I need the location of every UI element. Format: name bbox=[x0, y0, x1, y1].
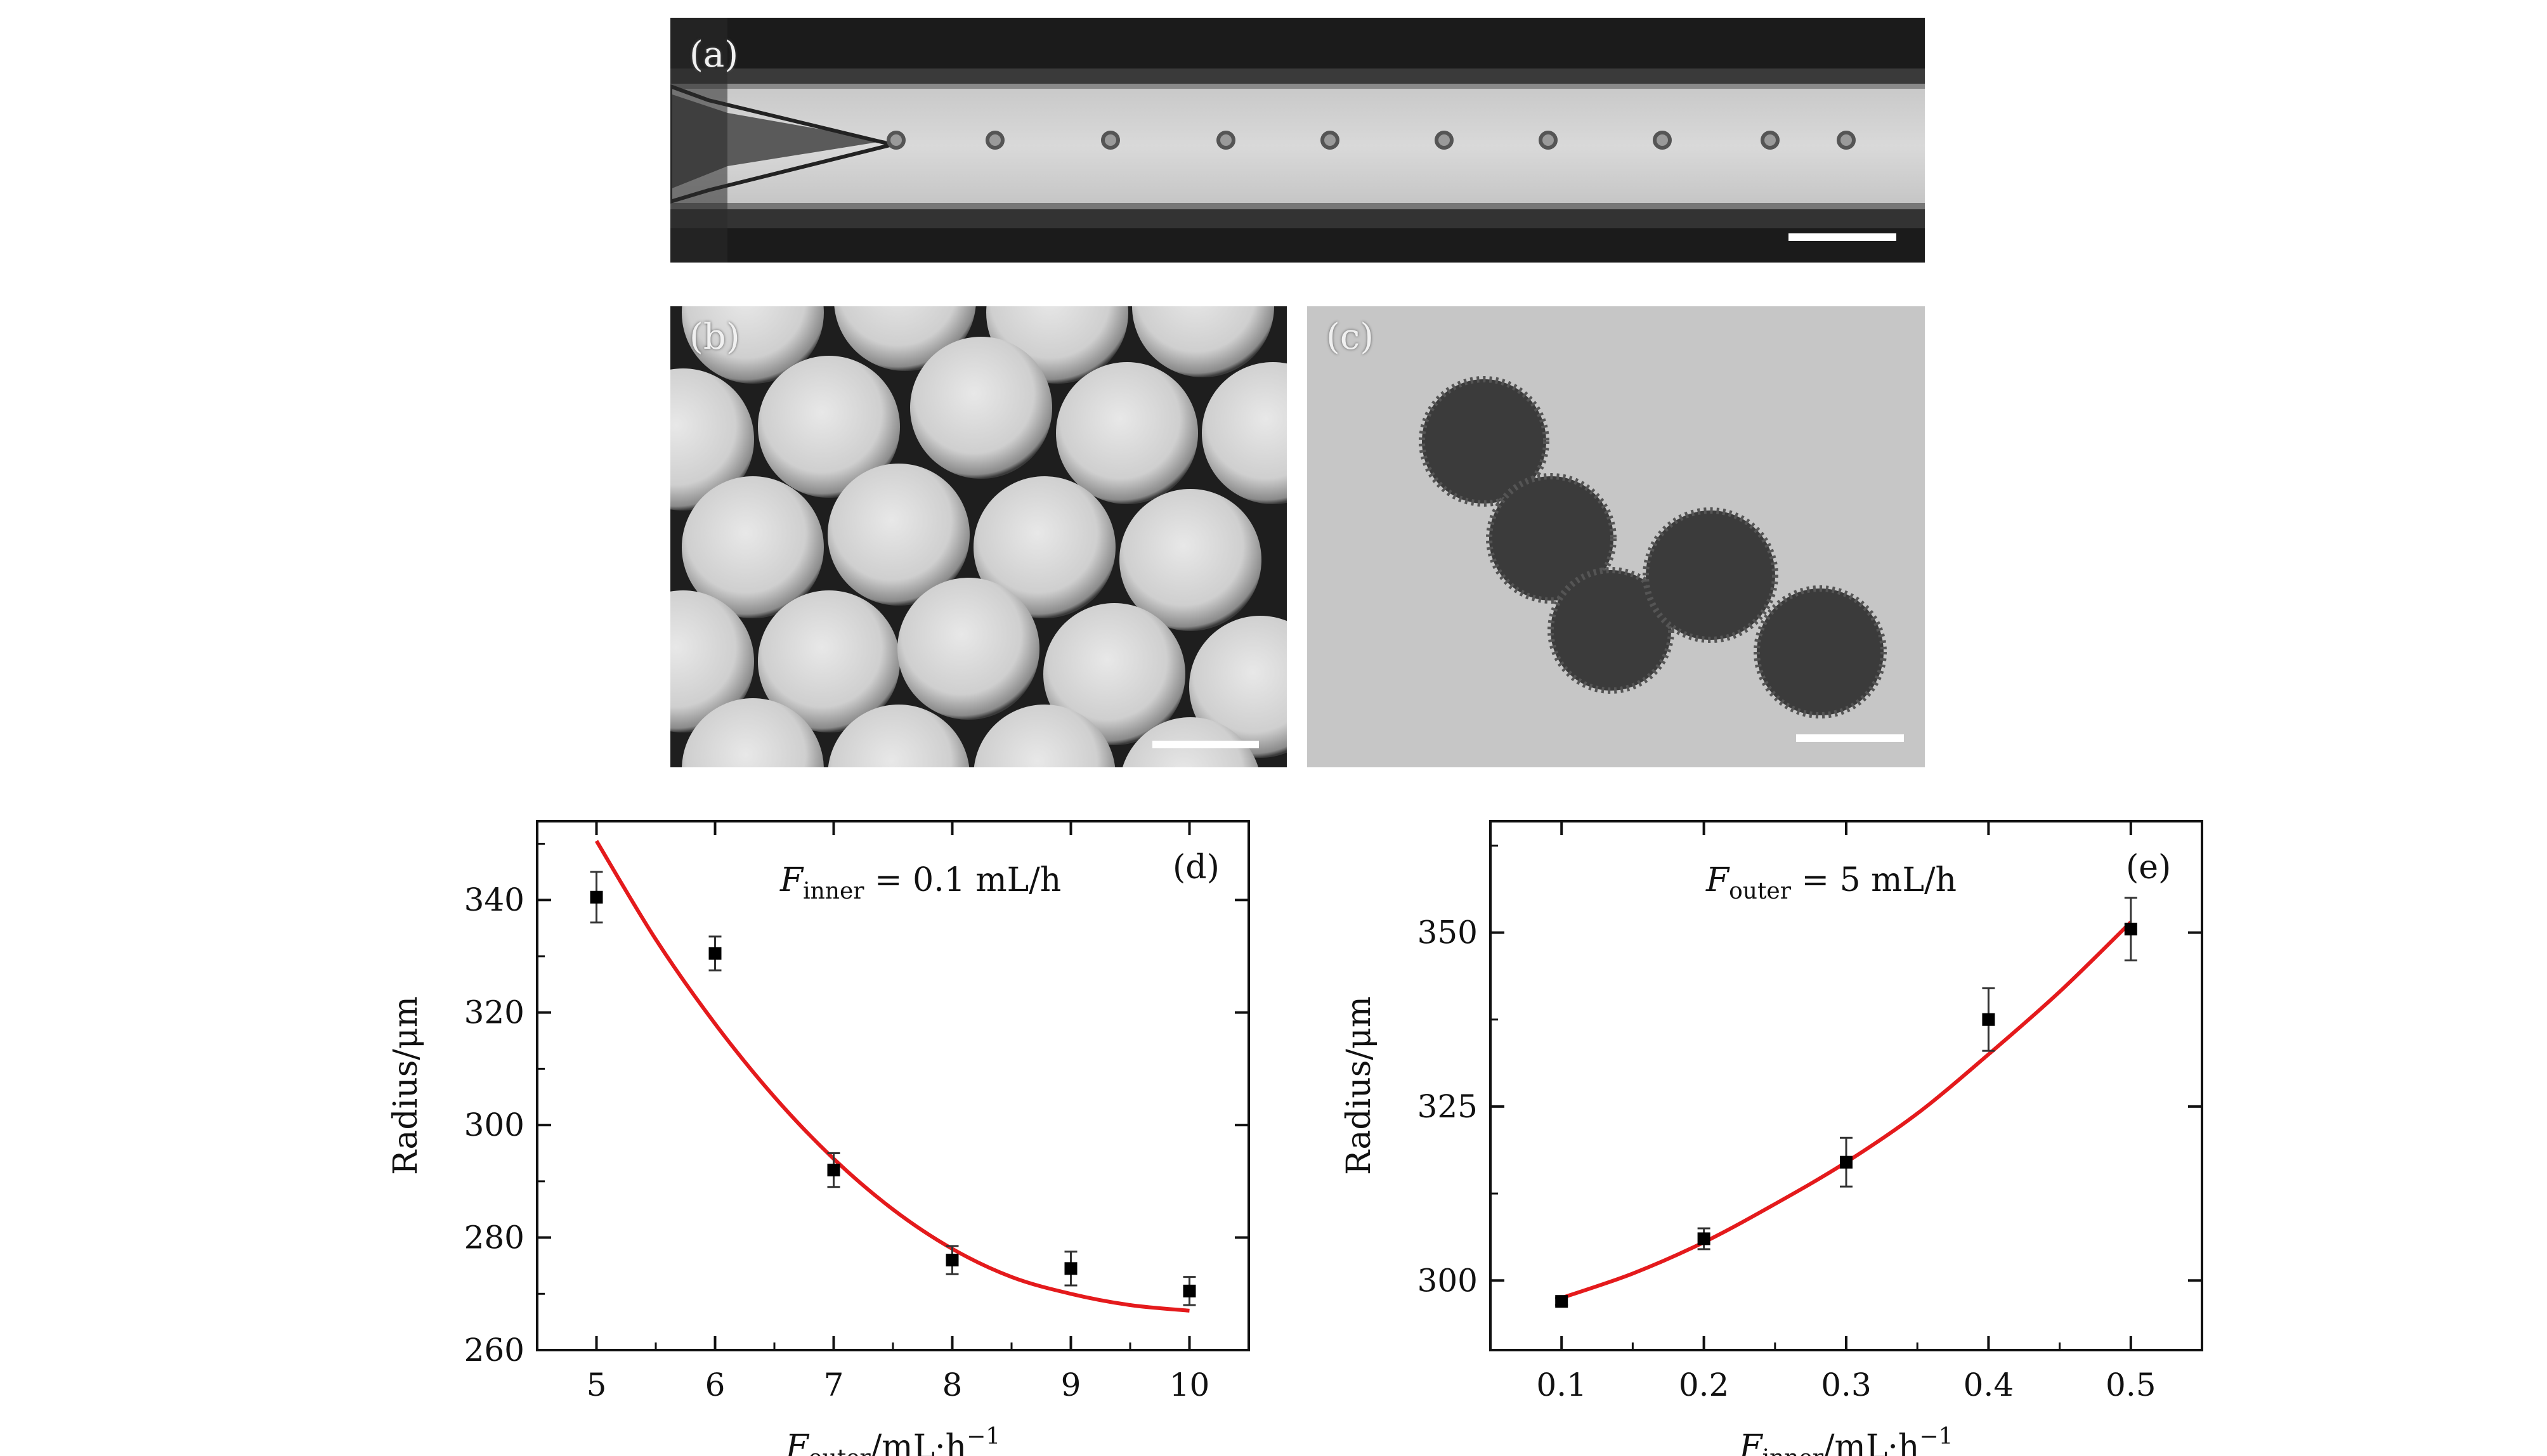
panel-a-micrograph: (a) bbox=[670, 18, 1925, 263]
data-point bbox=[1840, 1155, 1853, 1169]
data-point bbox=[1183, 1284, 1196, 1297]
x-tick-label: 5 bbox=[587, 1367, 607, 1403]
data-point bbox=[2124, 923, 2137, 936]
fit-curve bbox=[1561, 920, 2132, 1300]
x-axis-label: Fouter/mL·h−1 bbox=[785, 1424, 1000, 1456]
y-tick-label: 325 bbox=[1417, 1088, 1478, 1125]
y-tick-label: 300 bbox=[464, 1107, 524, 1143]
y-axis-label: Radius/μm bbox=[387, 996, 425, 1175]
data-point bbox=[1982, 1013, 1995, 1026]
y-tick-label: 280 bbox=[464, 1219, 524, 1256]
x-tick-label: 7 bbox=[824, 1367, 844, 1403]
panel-label-a: (a) bbox=[689, 34, 739, 75]
panel-label: (e) bbox=[2126, 848, 2171, 887]
data-point bbox=[590, 890, 603, 904]
flow-annotation: Finner = 0.1 mL/h bbox=[779, 861, 1061, 904]
panel-b-micrograph: (b) bbox=[670, 306, 1287, 767]
x-tick-label: 8 bbox=[942, 1367, 963, 1403]
plot-frame bbox=[1489, 820, 2203, 1351]
aggregates-image bbox=[1307, 306, 1925, 767]
x-tick-label: 10 bbox=[1169, 1367, 1210, 1403]
y-tick-label: 340 bbox=[464, 881, 524, 918]
y-tick-label: 300 bbox=[1417, 1262, 1478, 1299]
fit-curve bbox=[594, 840, 1190, 1313]
x-tick-label: 0.1 bbox=[1536, 1367, 1587, 1403]
y-tick-label: 350 bbox=[1417, 914, 1478, 951]
data-point bbox=[1064, 1262, 1078, 1275]
chart-e-radius-vs-inner-flow: 0.1 0.2 0.3 0.4 0.5 300 325 350 (e) Fouter = 5 mL… bbox=[1340, 820, 2203, 1456]
x-tick-label: 6 bbox=[705, 1367, 726, 1403]
x-tick-label: 0.5 bbox=[2106, 1367, 2156, 1403]
flow-annotation: Fouter = 5 mL/h bbox=[1705, 861, 1957, 904]
data-point bbox=[1697, 1232, 1710, 1245]
panel-label-c: (c) bbox=[1326, 316, 1374, 358]
data-point bbox=[946, 1254, 959, 1267]
x-tick-label: 0.4 bbox=[1964, 1367, 2014, 1403]
panel-c-micrograph: (c) bbox=[1307, 306, 1925, 767]
x-tick-label: 9 bbox=[1061, 1367, 1081, 1403]
data-point bbox=[1555, 1295, 1568, 1308]
microspheres-image bbox=[670, 306, 1287, 767]
y-tick-label: 320 bbox=[464, 994, 524, 1031]
data-point bbox=[827, 1164, 840, 1177]
x-axis-label: Finner/mL·h−1 bbox=[1739, 1424, 1953, 1456]
chart-d-radius-vs-outer-flow: 5 6 7 8 9 10 260 280 300 320 340 (d) Finner = 0.1 mL… bbox=[387, 820, 1250, 1456]
channel-image bbox=[670, 18, 1925, 263]
panel-label-b: (b) bbox=[689, 316, 740, 358]
y-axis-label: Radius/μm bbox=[1340, 996, 1378, 1175]
x-tick-label: 0.3 bbox=[1821, 1367, 1872, 1403]
data-point bbox=[708, 947, 722, 960]
panel-label: (d) bbox=[1173, 848, 1220, 887]
x-tick-label: 0.2 bbox=[1679, 1367, 1729, 1403]
plot-frame bbox=[536, 820, 1250, 1351]
y-tick-label: 260 bbox=[464, 1332, 524, 1368]
